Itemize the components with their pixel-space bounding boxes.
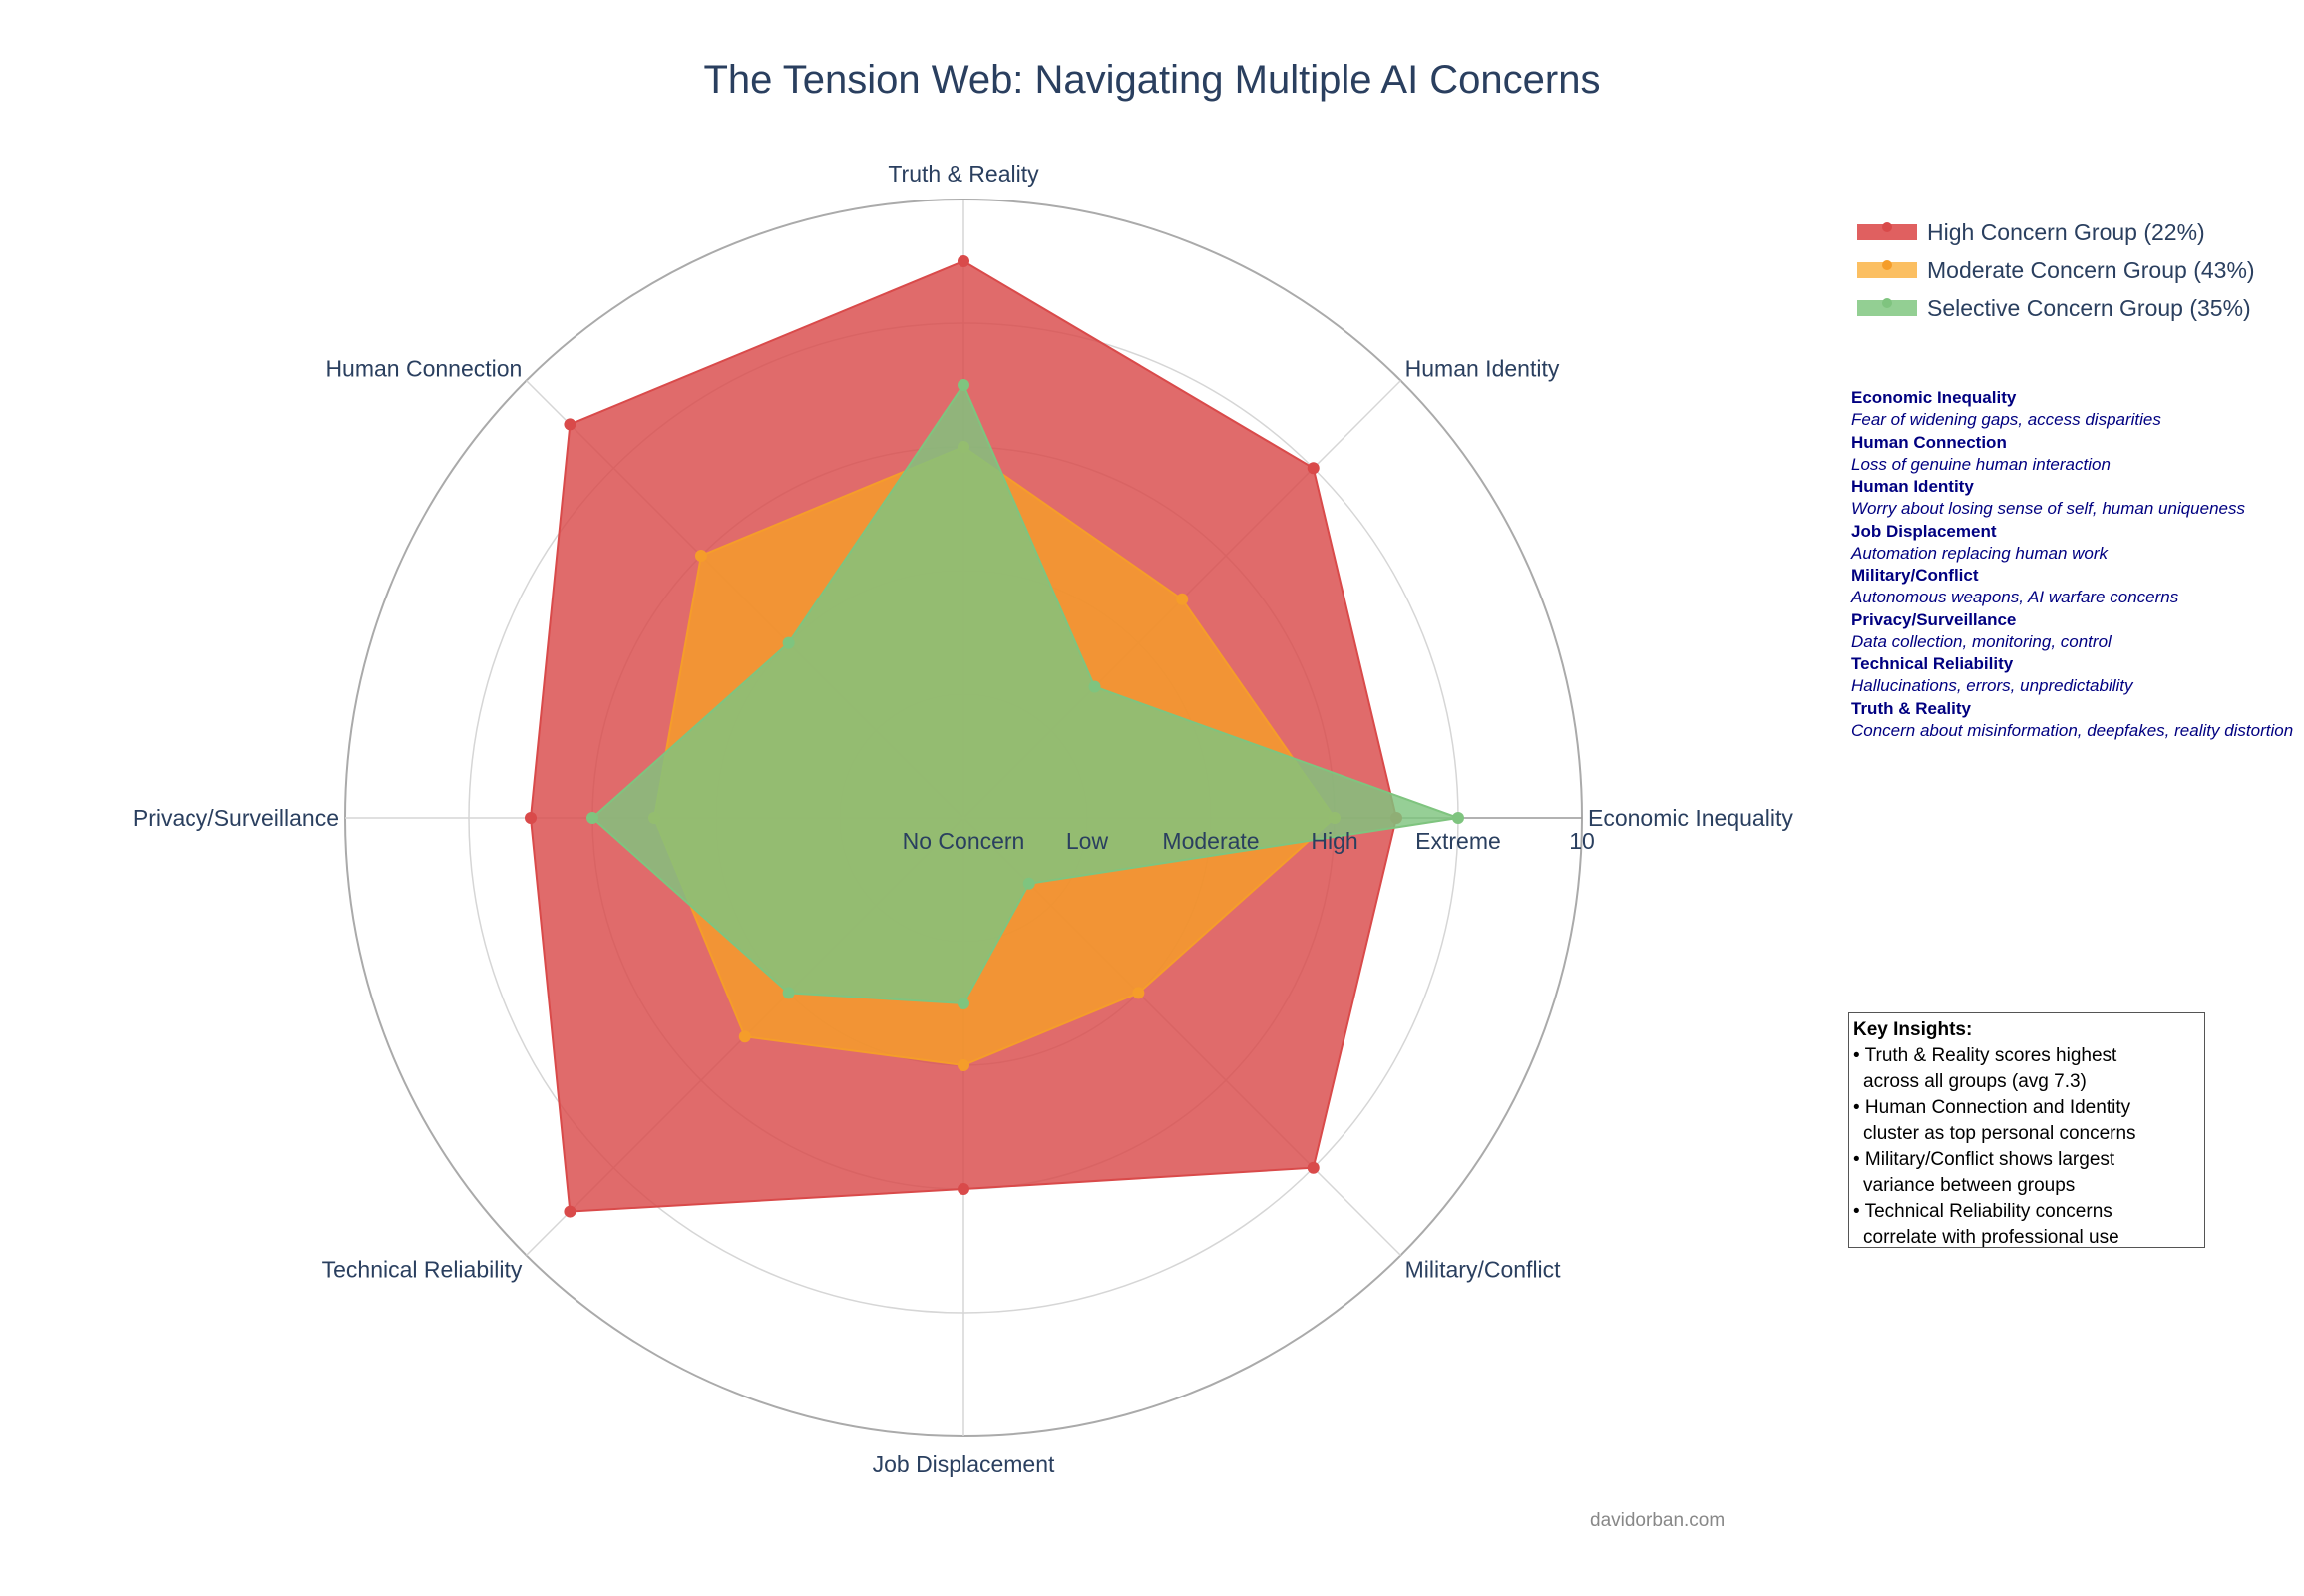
chart-title: The Tension Web: Navigating Multiple AI … (703, 58, 1601, 102)
insights-line: • Human Connection and Identity (1853, 1097, 2131, 1118)
legend-swatch-moderate (1857, 260, 1917, 278)
series-group (586, 379, 1464, 1009)
axis-label: Human Identity (1405, 355, 1560, 381)
axis-label: Truth & Reality (888, 161, 1039, 187)
radial-tick-label: Extreme (1415, 828, 1501, 854)
legend-item-selective[interactable]: Selective Concern Group (35%) (1857, 289, 2255, 327)
definition-desc: Fear of widening gaps, access disparitie… (1851, 410, 2161, 429)
definition-desc: Data collection, monitoring, control (1851, 631, 2112, 651)
definition-name: Job Displacement (1851, 521, 1997, 541)
data-point[interactable] (958, 1183, 969, 1195)
insights-line: across all groups (avg 7.3) (1863, 1071, 2087, 1092)
axis-label: Human Connection (325, 355, 522, 381)
definition-item: Human Identity Worry about losing sense … (1851, 476, 2300, 521)
axis-label: Job Displacement (873, 1451, 1055, 1477)
radar-labels: Economic Inequality Human Identity Truth &… (133, 161, 1793, 1477)
definition-name: Technical Reliability (1851, 654, 2014, 673)
legend-label: Moderate Concern Group (43%) (1927, 256, 2255, 283)
credit-link[interactable]: davidorban.com (1590, 1510, 1726, 1531)
legend-item-moderate[interactable]: Moderate Concern Group (43%) (1857, 251, 2255, 289)
radar-series (525, 255, 1464, 1218)
definition-item: Job Displacement Automation replacing hu… (1851, 521, 2300, 566)
definition-desc: Concern about misinformation, deepfakes,… (1851, 720, 2294, 740)
definition-desc: Loss of genuine human interaction (1851, 454, 2111, 474)
radial-tick-label: 10 (1569, 828, 1595, 854)
data-point[interactable] (1307, 1161, 1320, 1174)
data-point[interactable] (958, 998, 969, 1009)
data-point[interactable] (738, 1030, 751, 1043)
data-point[interactable] (782, 636, 795, 649)
definition-desc: Autonomous weapons, AI warfare concerns (1851, 588, 2179, 606)
legend-label: Selective Concern Group (35%) (1927, 294, 2251, 321)
insights-line: • Military/Conflict shows largest (1853, 1149, 2115, 1170)
axis-label: Economic Inequality (1588, 805, 1793, 831)
definition-item: Military/Conflict Autonomous weapons, AI… (1851, 565, 2300, 609)
data-point[interactable] (1022, 877, 1035, 890)
radial-tick-label: No Concern (903, 828, 1025, 854)
definition-name: Human Identity (1851, 477, 1974, 496)
data-point[interactable] (1452, 812, 1464, 824)
data-point[interactable] (1307, 462, 1320, 475)
definition-item: Truth & Reality Concern about misinforma… (1851, 698, 2300, 743)
data-point[interactable] (525, 812, 537, 824)
data-point[interactable] (1132, 987, 1145, 999)
definition-name: Military/Conflict (1851, 566, 1979, 585)
axis-label: Privacy/Surveillance (133, 805, 339, 831)
definition-item: Economic Inequality Fear of widening gap… (1851, 387, 2300, 432)
definition-name: Economic Inequality (1851, 388, 2017, 407)
data-point[interactable] (958, 255, 969, 267)
legend-swatch-high (1857, 222, 1917, 240)
definition-name: Privacy/Surveillance (1851, 609, 2017, 629)
insights-line: variance between groups (1863, 1175, 2076, 1196)
data-point[interactable] (958, 379, 969, 391)
radial-tick-label: Moderate (1162, 828, 1259, 854)
legend: High Concern Group (22%) Moderate Concer… (1857, 213, 2255, 327)
definition-name: Truth & Reality (1851, 698, 1971, 718)
definition-item: Human Connection Loss of genuine human i… (1851, 432, 2300, 477)
insights-line: • Truth & Reality scores highest (1853, 1045, 2117, 1066)
definition-item: Technical Reliability Hallucinations, er… (1851, 653, 2300, 698)
insights-heading: Key Insights: (1853, 1019, 1973, 1040)
axis-label: Military/Conflict (1405, 1257, 1562, 1283)
data-point[interactable] (586, 812, 598, 824)
data-point[interactable] (1088, 680, 1101, 693)
data-point[interactable] (694, 549, 707, 562)
legend-label: High Concern Group (22%) (1927, 218, 2205, 245)
data-point[interactable] (958, 1059, 969, 1071)
key-insights-box: Key Insights: • Truth & Reality scores h… (1848, 1012, 2205, 1248)
radial-tick-label: High (1311, 828, 1357, 854)
legend-swatch-selective (1857, 298, 1917, 316)
legend-item-high[interactable]: High Concern Group (22%) (1857, 213, 2255, 251)
data-point[interactable] (782, 987, 795, 999)
data-point[interactable] (564, 1205, 576, 1218)
radial-tick-label: Low (1066, 828, 1109, 854)
data-point[interactable] (1176, 593, 1189, 605)
definition-name: Human Connection (1851, 432, 2007, 452)
concern-definitions: Economic Inequality Fear of widening gap… (1851, 387, 2300, 742)
insights-line: cluster as top personal concerns (1863, 1123, 2136, 1144)
data-point[interactable] (564, 418, 576, 431)
insights-line: • Technical Reliability concerns (1853, 1201, 2112, 1222)
axis-label: Technical Reliability (322, 1257, 523, 1283)
definition-item: Privacy/Surveillance Data collection, mo… (1851, 609, 2300, 654)
definition-desc: Hallucinations, errors, unpredictability (1851, 676, 2133, 695)
definition-desc: Worry about losing sense of self, human … (1851, 499, 2246, 518)
definition-desc: Automation replacing human work (1851, 543, 2109, 563)
insights-line: correlate with professional use (1863, 1227, 2119, 1248)
